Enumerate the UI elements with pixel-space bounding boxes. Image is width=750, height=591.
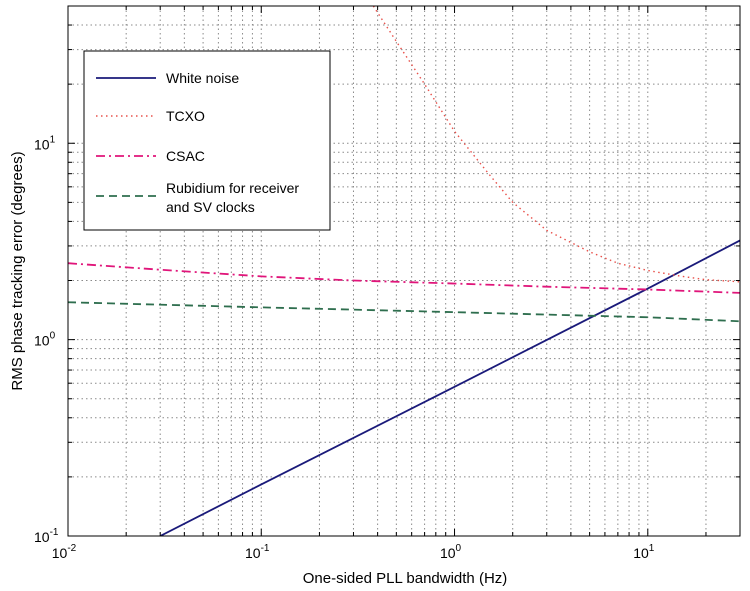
- legend-label-tcxo: TCXO: [166, 108, 205, 124]
- y-tick-label-base: 10: [34, 333, 50, 349]
- x-tick-label: 10-2: [52, 543, 77, 561]
- legend-label-rubidium-line1: Rubidium for receiver: [166, 180, 299, 196]
- legend-label-rubidium-line2: and SV clocks: [166, 199, 255, 215]
- y-tick-label-exponent: 0: [50, 331, 56, 342]
- x-axis-title: One-sided PLL bandwidth (Hz): [303, 570, 508, 587]
- y-tick-label-exponent: -1: [50, 527, 59, 538]
- legend: White noise TCXO CSAC Rubidium for recei…: [83, 50, 331, 231]
- legend-box: [83, 50, 331, 231]
- series-layer: [68, 6, 740, 536]
- y-tick-label-base: 10: [34, 529, 50, 545]
- x-tick-label-exponent: -1: [261, 543, 270, 554]
- x-tick-label-exponent: -2: [67, 543, 76, 554]
- x-tick-label: 101: [633, 543, 655, 561]
- x-tick-label-base: 10: [440, 545, 456, 561]
- y-tick-label: 100: [34, 331, 56, 349]
- legend-label-rubidium: Rubidium for receiver and SV clocks: [166, 180, 303, 215]
- x-tick-label-base: 10: [52, 545, 68, 561]
- x-tick-label-base: 10: [633, 545, 649, 561]
- x-tick-label: 100: [440, 543, 462, 561]
- tick-marks: [67, 5, 741, 537]
- y-tick-label-base: 10: [34, 136, 50, 152]
- x-tick-label-exponent: 0: [456, 543, 462, 554]
- legend-label-white-noise: White noise: [166, 70, 239, 86]
- plot-area-frame: [67, 5, 741, 537]
- y-axis-title: RMS phase tracking error (degrees): [9, 151, 26, 390]
- x-tick-label-base: 10: [245, 545, 261, 561]
- x-tick-label: 10-1: [245, 543, 270, 561]
- x-tick-label-exponent: 1: [649, 543, 655, 554]
- legend-label-csac: CSAC: [166, 148, 205, 164]
- series-line-csac: [68, 262, 740, 294]
- series-line-tcxo: [372, 6, 740, 283]
- y-tick-label: 10-1: [34, 527, 59, 545]
- series-line-rubidium-for-receiver-and-sv-clocks: [68, 301, 740, 323]
- y-tick-label-exponent: 1: [50, 134, 56, 145]
- x-tick-labels: 10-2 10-1 100 101: [52, 543, 655, 561]
- y-tick-label: 101: [34, 134, 56, 152]
- series-line-white-noise: [159, 239, 740, 536]
